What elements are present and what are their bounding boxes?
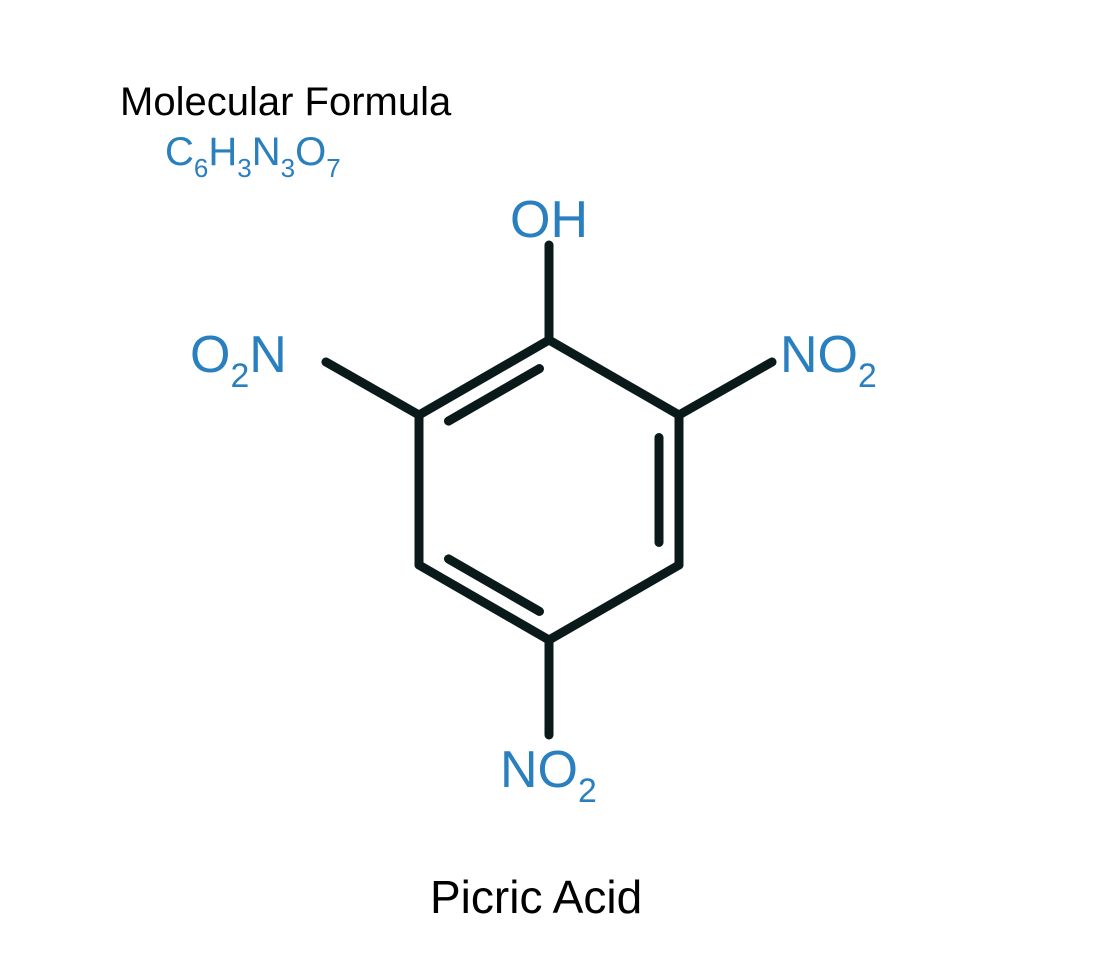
hydroxyl-label: OH — [510, 190, 588, 250]
nitro-label-left: O2N — [190, 325, 287, 392]
formula-header-title: Molecular Formula — [120, 80, 451, 125]
molecular-formula: C6H3N3O7 — [165, 130, 341, 181]
nitro-label-bottom: NO2 — [500, 740, 597, 807]
nitro-label-right: NO2 — [780, 325, 877, 392]
compound-name: Picric Acid — [430, 870, 642, 924]
